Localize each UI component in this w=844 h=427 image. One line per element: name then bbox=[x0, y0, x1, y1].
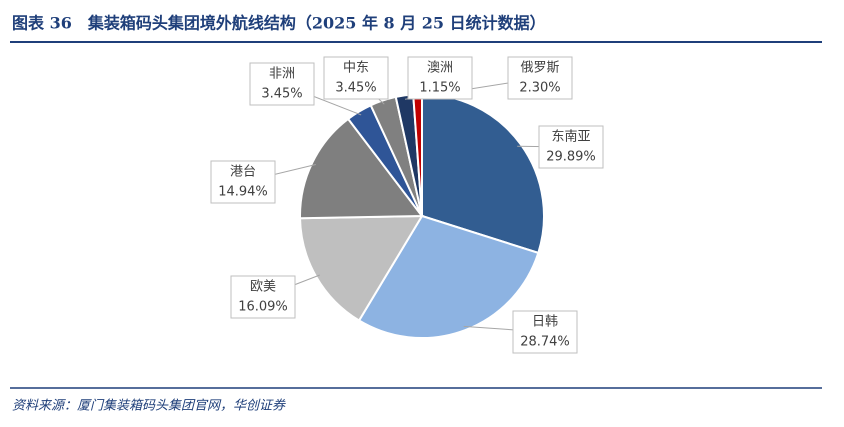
value-label: 3.45% bbox=[261, 87, 302, 102]
value-label: 14.94% bbox=[218, 185, 268, 200]
label-box bbox=[512, 310, 578, 354]
label-box bbox=[249, 62, 315, 106]
label-box bbox=[507, 56, 573, 100]
label-box bbox=[407, 56, 473, 100]
value-label: 2.30% bbox=[519, 81, 560, 96]
value-label: 1.15% bbox=[419, 81, 460, 96]
value-label: 16.09% bbox=[238, 300, 288, 315]
chart-title: 图表 36 集装箱码头集团境外航线结构（2025 年 8 月 25 日统计数据） bbox=[12, 14, 546, 33]
label-box bbox=[230, 275, 296, 319]
pie-slice bbox=[299, 117, 424, 220]
value-label: 29.89% bbox=[546, 150, 596, 165]
category-label: 中东 bbox=[343, 61, 369, 76]
category-label: 东南亚 bbox=[551, 129, 590, 145]
category-label: 非洲 bbox=[269, 67, 295, 82]
source-note: 资料来源：厦门集装箱码头集团官网，华创证券 bbox=[12, 399, 286, 414]
label-box bbox=[210, 160, 276, 204]
label-box bbox=[538, 125, 604, 169]
category-label: 澳洲 bbox=[427, 60, 453, 76]
category-label: 日韩 bbox=[532, 315, 558, 330]
label-box bbox=[323, 56, 389, 100]
value-label: 3.45% bbox=[335, 81, 376, 96]
category-label: 港台 bbox=[230, 165, 256, 180]
category-label: 俄罗斯 bbox=[520, 61, 559, 76]
value-label: 28.74% bbox=[520, 335, 570, 350]
pie-slice bbox=[299, 214, 424, 322]
category-label: 欧美 bbox=[250, 280, 276, 295]
